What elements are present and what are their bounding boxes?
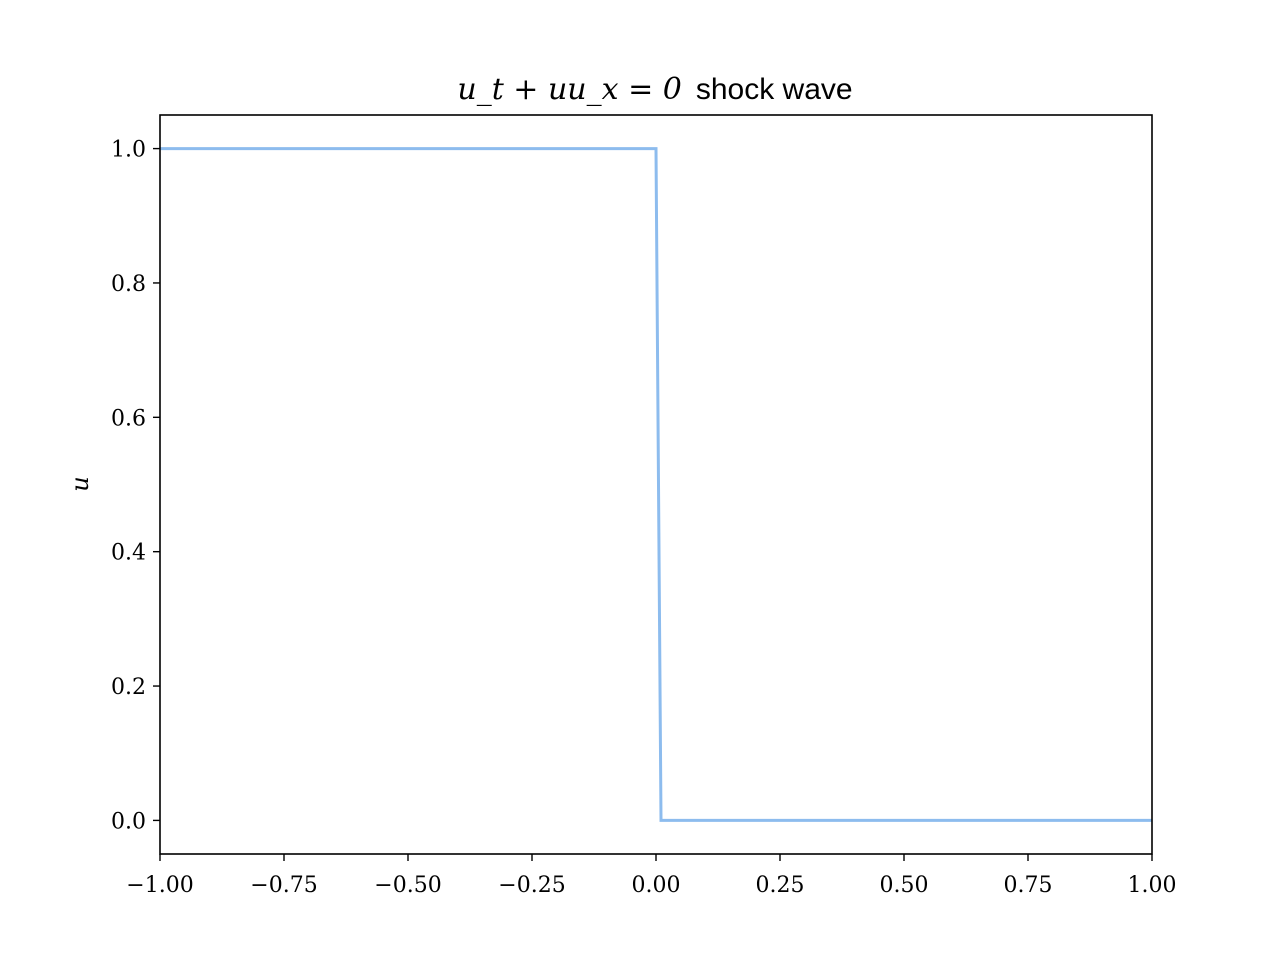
- chart-title-text: shock wave: [696, 73, 853, 106]
- x-tick-label: 0.75: [1004, 873, 1053, 898]
- chart-title-equation: u_t + uu_x = 0: [457, 72, 681, 107]
- x-tick-label: 0.50: [880, 873, 929, 898]
- series-line-0: [160, 147, 1152, 822]
- x-tick-label: −0.50: [374, 873, 441, 898]
- chart-title: u_t + uu_x = 0 shock wave: [457, 72, 852, 107]
- x-tick-label: −1.00: [126, 873, 193, 898]
- plot-area: [159, 114, 1153, 855]
- y-tick-label: 0.6: [111, 406, 146, 431]
- y-tick-label: 0.4: [111, 541, 146, 566]
- x-tick-label: −0.75: [250, 873, 317, 898]
- y-tick-label: 0.2: [111, 675, 146, 700]
- y-tick-label: 0.8: [111, 272, 146, 297]
- x-tick-label: 1.00: [1128, 873, 1177, 898]
- y-axis-label: u: [66, 476, 94, 491]
- x-axis: −1.00 −0.75 −0.50 −0.25 0.00 0.25 0.50 0.75 1.00: [126, 854, 1176, 898]
- x-tick-label: 0.25: [756, 873, 805, 898]
- x-tick-label: 0.00: [632, 873, 681, 898]
- y-tick-label: 1.0: [111, 138, 146, 163]
- y-tick-label: 0.0: [111, 809, 146, 834]
- x-tick-label: −0.25: [498, 873, 565, 898]
- y-axis: 0.0 0.2 0.4 0.6 0.8 1.0: [111, 138, 160, 834]
